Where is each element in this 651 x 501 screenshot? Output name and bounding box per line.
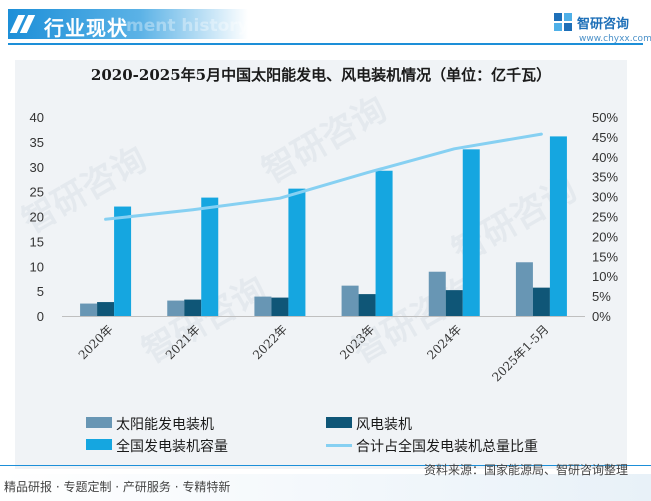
ratio-line xyxy=(104,132,543,221)
y2-tick-label: 5% xyxy=(592,289,611,304)
bar xyxy=(80,303,98,316)
y2-tick-label: 35% xyxy=(592,170,618,185)
bar xyxy=(341,285,359,316)
legend-label-ratio: 合计占全国发电装机总量比重 xyxy=(356,439,538,455)
y-tick-label: 10 xyxy=(30,259,44,274)
bar xyxy=(167,300,185,316)
y-tick-label: 20 xyxy=(30,210,44,225)
y-tick-label: 35 xyxy=(30,135,44,150)
header-bar: 行业现状 ment history 智研咨询 www.chyxx.com xyxy=(0,0,651,50)
y2-tick-label: 20% xyxy=(592,229,618,244)
bar xyxy=(462,149,480,316)
y2-tick-label: 15% xyxy=(592,249,618,264)
footer-bar xyxy=(0,474,651,501)
bar xyxy=(515,262,533,316)
header-watermark-text: ment history xyxy=(126,16,249,36)
y-tick-label: 25 xyxy=(30,185,44,200)
bar xyxy=(201,197,219,316)
y2-tick-label: 30% xyxy=(592,190,618,205)
bar xyxy=(97,302,115,316)
x-tick-label: 2020年 xyxy=(76,322,116,362)
bar xyxy=(271,297,289,316)
header-divider xyxy=(8,43,643,45)
source-note: 资料来源：国家能源局、智研咨询整理 xyxy=(424,463,629,477)
legend-swatch-solar xyxy=(86,417,112,428)
legend-swatch-ratio xyxy=(326,444,352,447)
y-tick-label: 15 xyxy=(30,234,44,249)
bar xyxy=(549,136,567,316)
legend-label-solar: 太阳能发电装机 xyxy=(116,417,214,433)
y2-tick-label: 10% xyxy=(592,269,618,284)
x-tick-label: 2022年 xyxy=(250,322,290,362)
logo-mark-icon xyxy=(554,13,572,31)
y-axis-left: 0 5 10 15 20 25 30 35 40 xyxy=(30,110,44,324)
legend-label-wind: 风电装机 xyxy=(356,417,412,433)
bar xyxy=(532,287,550,316)
footer-tags: 精品研报 · 专题定制 · 产研服务 · 专精特新 xyxy=(4,480,231,494)
legend-swatch-capacity xyxy=(86,439,112,450)
logo-url: www.chyxx.com xyxy=(579,34,651,44)
y-tick-label: 40 xyxy=(30,110,44,125)
footer-divider xyxy=(0,465,651,466)
chart-title: 2020-2025年5月中国太阳能发电、风电装机情况（单位：亿千瓦） xyxy=(90,66,552,84)
y2-tick-label: 25% xyxy=(592,210,618,225)
bar xyxy=(428,271,446,316)
y2-tick-label: 50% xyxy=(592,110,618,125)
y2-tick-label: 0% xyxy=(592,309,611,324)
y-tick-label: 30 xyxy=(30,160,44,175)
y-tick-label: 5 xyxy=(37,284,44,299)
bar xyxy=(358,294,376,316)
watermark-text: 智研咨询 xyxy=(346,269,484,372)
bar xyxy=(445,290,463,316)
bar xyxy=(184,299,202,316)
logo-name: 智研咨询 xyxy=(577,17,630,32)
title-banner xyxy=(8,9,248,39)
page-title: 行业现状 xyxy=(44,16,128,40)
bar xyxy=(375,170,393,316)
legend-swatch-wind xyxy=(326,417,352,428)
bar xyxy=(114,206,132,316)
y-tick-label: 0 xyxy=(37,309,44,324)
y2-tick-label: 40% xyxy=(592,150,618,165)
y2-tick-label: 45% xyxy=(592,130,618,145)
bar-series xyxy=(80,136,567,316)
legend-label-capacity: 全国发电装机容量 xyxy=(116,439,228,455)
y-axis-right: 0% 5% 10% 15% 20% 25% 30% 35% 40% 45% 50% xyxy=(592,110,618,324)
x-tick-label: 2025年1-5月 xyxy=(489,322,551,384)
bar xyxy=(254,296,272,316)
bar xyxy=(288,188,306,316)
watermark-text: 智研咨询 xyxy=(256,89,394,192)
